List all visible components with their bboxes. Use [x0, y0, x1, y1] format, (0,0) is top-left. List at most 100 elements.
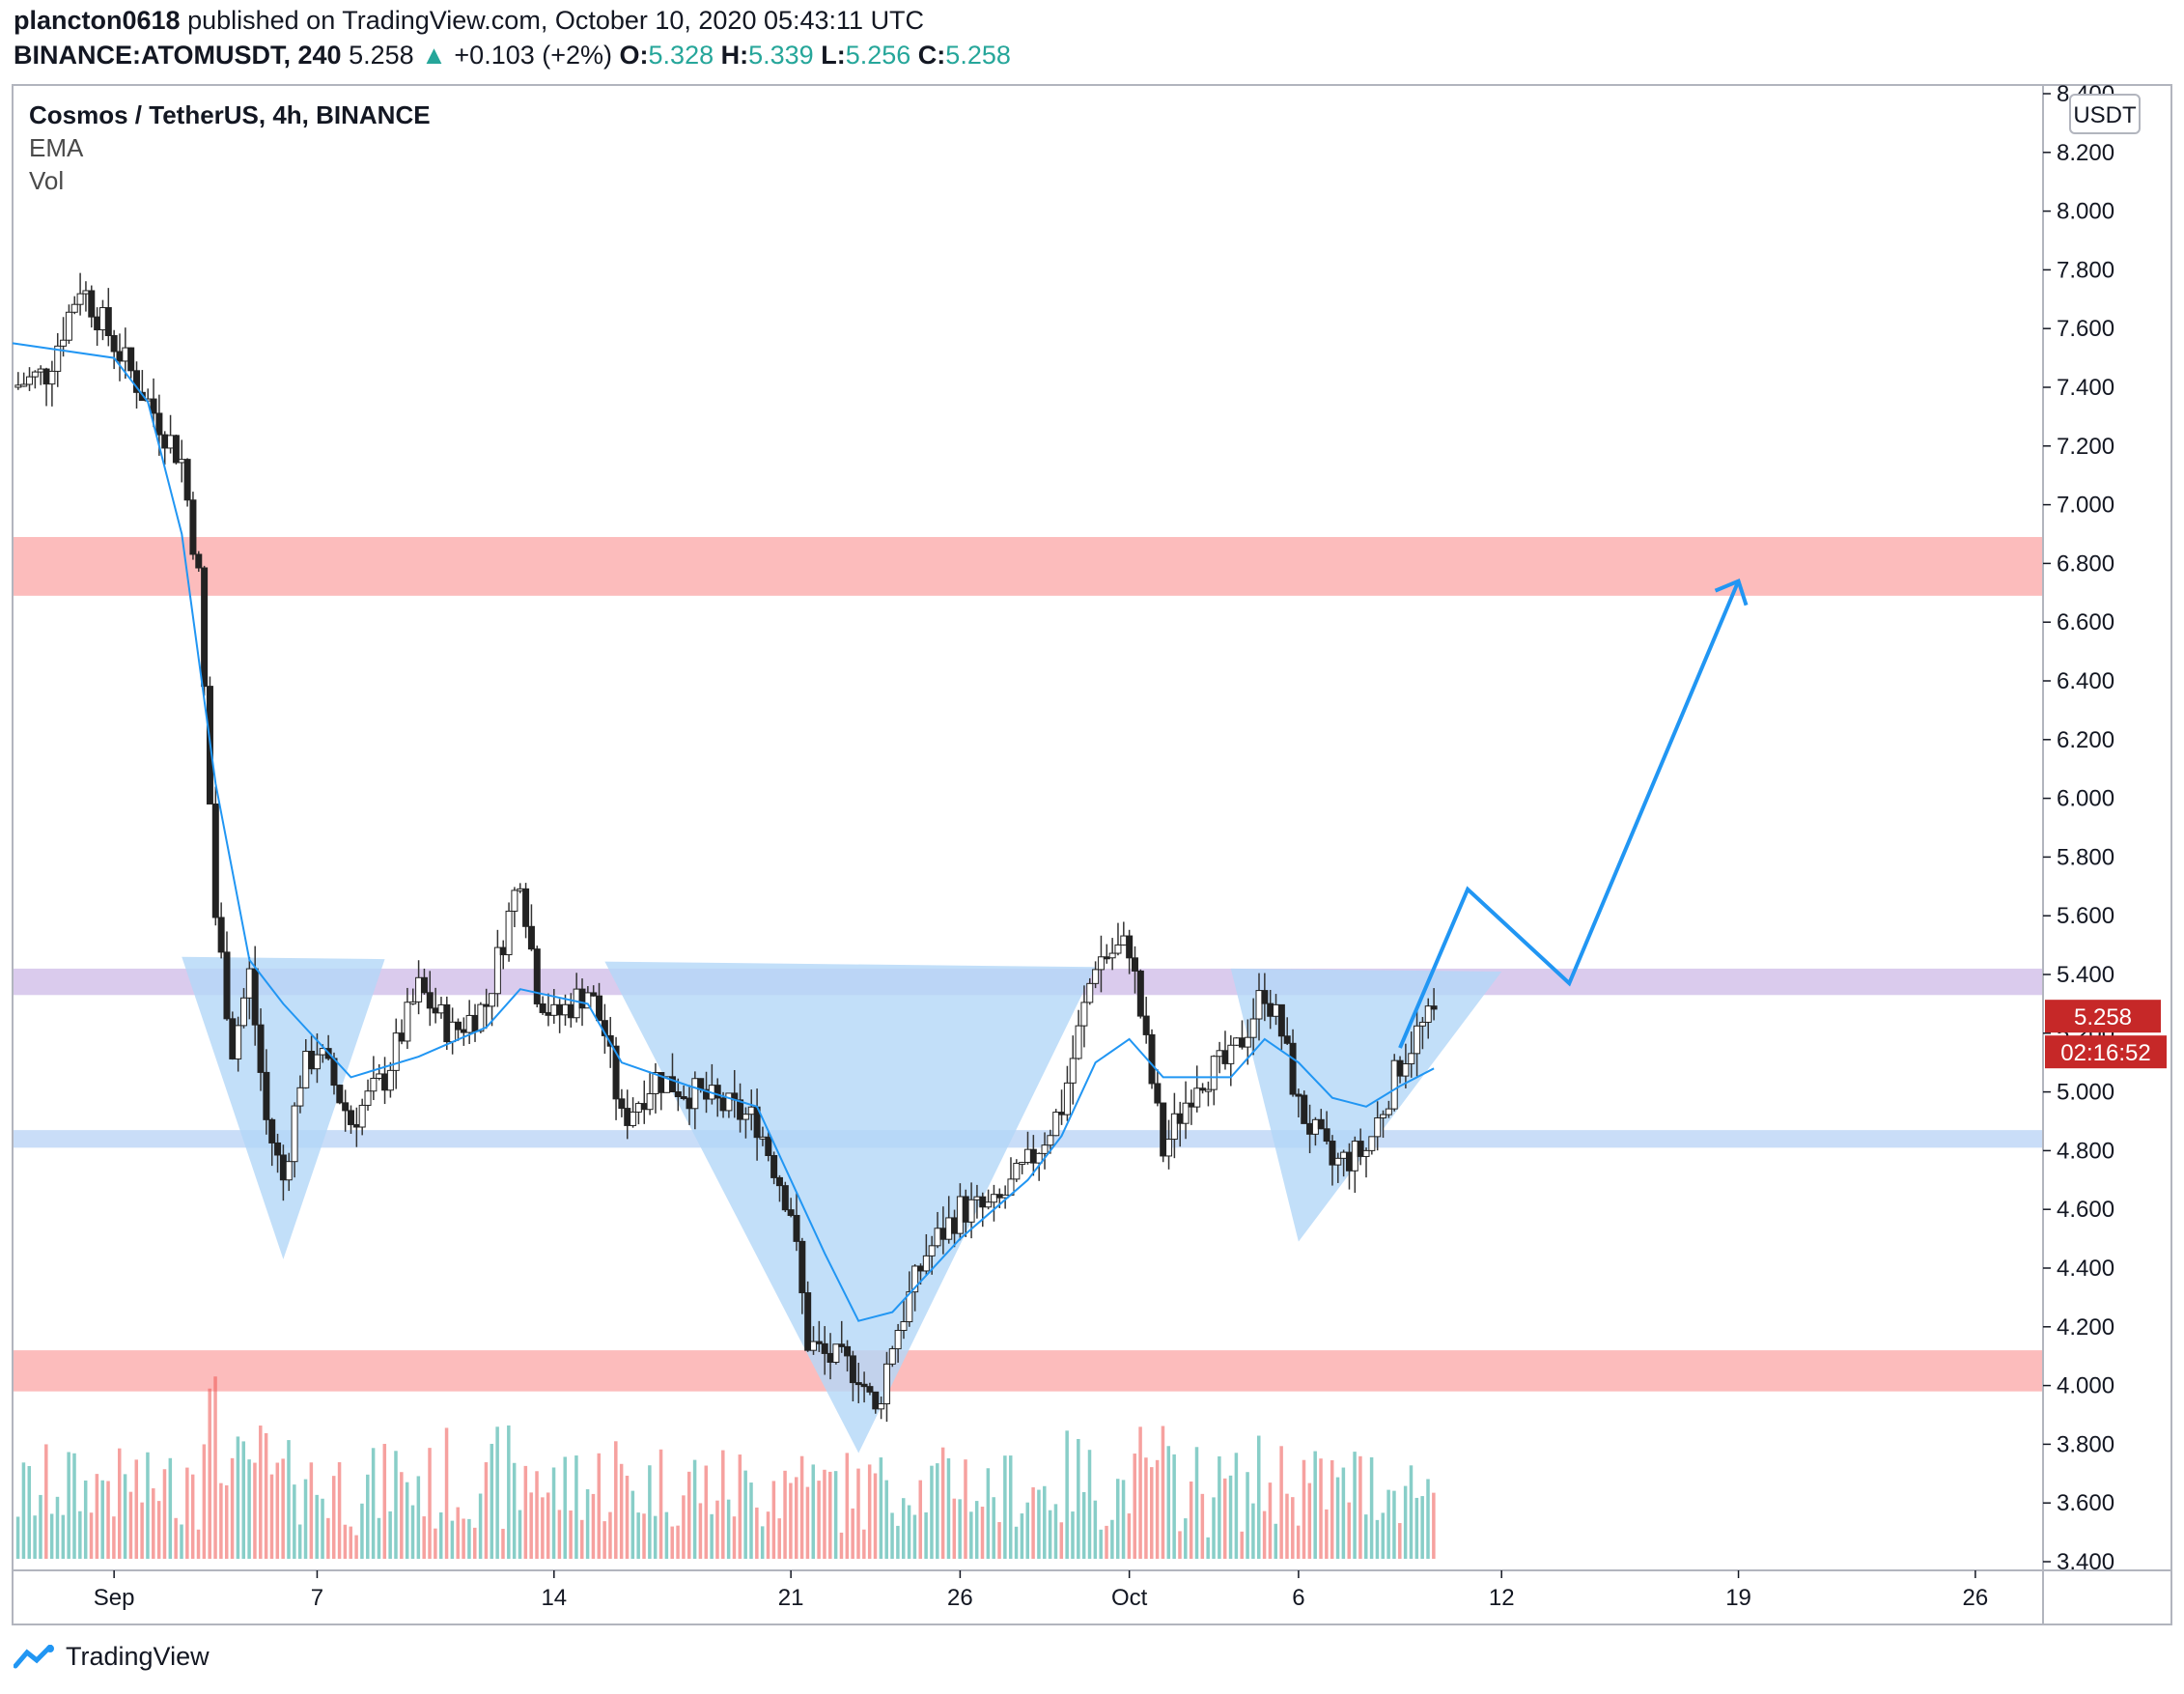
- volume-bar: [551, 1467, 556, 1559]
- volume-bar: [49, 1513, 54, 1559]
- candle-body: [358, 1104, 366, 1128]
- volume-bar: [862, 1529, 866, 1559]
- volume-bar: [15, 1516, 20, 1559]
- volume-bar: [1020, 1513, 1024, 1559]
- candle-body: [561, 1003, 569, 1016]
- volume-bar: [1240, 1531, 1244, 1559]
- low-label: L:: [821, 41, 846, 70]
- vol-legend[interactable]: Vol: [29, 166, 65, 195]
- volume-bar: [557, 1510, 562, 1559]
- volume-bar: [936, 1463, 939, 1559]
- publisher-name[interactable]: plancton0618: [14, 6, 181, 35]
- y-tick-label: 5.600: [2057, 903, 2114, 929]
- volume-bar: [1313, 1451, 1317, 1559]
- volume-bar: [1279, 1446, 1283, 1559]
- chart-legend-title[interactable]: Cosmos / TetherUS, 4h, BINANCE: [29, 100, 431, 129]
- candle-body: [1317, 1118, 1325, 1130]
- candle-body: [624, 1108, 631, 1126]
- volume-bar: [100, 1480, 104, 1559]
- y-tick-label: 5.000: [2057, 1080, 2114, 1106]
- volume-bar: [1087, 1450, 1092, 1559]
- publish-text: published on TradingView.com, October 10…: [187, 6, 925, 35]
- volume-bar: [777, 1518, 781, 1559]
- candle-body: [291, 1105, 298, 1163]
- volume-bar: [456, 1507, 460, 1559]
- candle-body: [1221, 1050, 1229, 1064]
- candle-body: [527, 925, 535, 950]
- volume-bar: [61, 1514, 66, 1559]
- y-tick-label: 4.000: [2057, 1373, 2114, 1399]
- volume-bar: [1432, 1492, 1436, 1559]
- candle-body: [1047, 1135, 1054, 1146]
- candle-body: [725, 1092, 733, 1112]
- candle-body: [1199, 1087, 1207, 1091]
- volume-bar: [884, 1480, 888, 1559]
- arrow-head-icon: [1714, 578, 1749, 607]
- candle-body: [1396, 1059, 1404, 1077]
- candle-body: [386, 1069, 394, 1091]
- volume-bar: [253, 1462, 257, 1559]
- symbol-label[interactable]: BINANCE:ATOMUSDT, 240: [14, 41, 342, 70]
- volume-bar: [794, 1477, 798, 1559]
- candle-body: [426, 992, 434, 1009]
- candle-body: [747, 1106, 755, 1115]
- high-label: H:: [720, 41, 749, 70]
- candle-body: [110, 334, 118, 353]
- candle-body: [1136, 970, 1144, 1017]
- price-axis[interactable]: 3.400 3.600 3.800 4.000 4.200 4.400 4.600 4.800…: [2043, 81, 2114, 1575]
- currency-badge[interactable]: USDT: [2069, 94, 2141, 134]
- volume-bar: [360, 1503, 364, 1559]
- volume-bar: [630, 1490, 635, 1559]
- tradingview-brand[interactable]: TradingView: [66, 1642, 210, 1671]
- candle-body: [1227, 1044, 1235, 1064]
- volume-bar: [986, 1468, 991, 1559]
- volume-bar: [1127, 1513, 1132, 1559]
- pattern-layer: [182, 956, 1502, 1454]
- volume-bar: [377, 1517, 381, 1559]
- volume-bar: [152, 1488, 155, 1559]
- candle-body: [646, 1092, 654, 1111]
- candle-body: [172, 435, 180, 464]
- volume-bar: [1077, 1438, 1080, 1559]
- candle-body: [906, 1291, 913, 1323]
- ema-legend[interactable]: EMA: [29, 133, 84, 162]
- candle-body: [20, 383, 28, 387]
- candle-body: [849, 1355, 856, 1384]
- volume-bar: [44, 1444, 48, 1559]
- volume-bar: [281, 1458, 285, 1559]
- candle-body: [1283, 1035, 1291, 1044]
- candle-body: [939, 1228, 947, 1240]
- candle-body: [477, 1003, 485, 1032]
- volume-bar: [55, 1496, 60, 1559]
- volume-bar: [39, 1494, 42, 1559]
- volume-bar: [434, 1528, 437, 1559]
- candle-body: [578, 988, 586, 1009]
- volume-bar: [1115, 1479, 1120, 1559]
- candle-body: [810, 1341, 818, 1351]
- candle-body: [1301, 1094, 1308, 1124]
- candle-body: [882, 1363, 890, 1405]
- candle-body: [1029, 1148, 1037, 1164]
- candle-body: [860, 1383, 868, 1388]
- candle-body: [1188, 1102, 1195, 1108]
- candle-body: [680, 1096, 687, 1100]
- time-axis[interactable]: Sep 7 14 21 26 Oct 6 12 19 26: [94, 1570, 1988, 1611]
- volume-bar: [467, 1518, 471, 1559]
- candle-body: [674, 1090, 682, 1098]
- candle-body: [370, 1077, 378, 1092]
- volume-bar: [648, 1465, 652, 1559]
- volume-bar: [1200, 1493, 1205, 1559]
- volume-bar: [523, 1465, 528, 1559]
- candle-body: [1080, 1002, 1088, 1027]
- candle-body: [793, 1214, 800, 1242]
- candle-body: [618, 1098, 626, 1110]
- candle-body: [894, 1330, 902, 1350]
- volume-bar: [241, 1441, 246, 1559]
- candle-body: [872, 1391, 880, 1410]
- x-tick-label: 6: [1292, 1585, 1304, 1611]
- candle-body: [928, 1245, 936, 1256]
- candle-body: [1334, 1157, 1342, 1166]
- volume-bar: [771, 1481, 776, 1559]
- volume-bar: [760, 1526, 765, 1559]
